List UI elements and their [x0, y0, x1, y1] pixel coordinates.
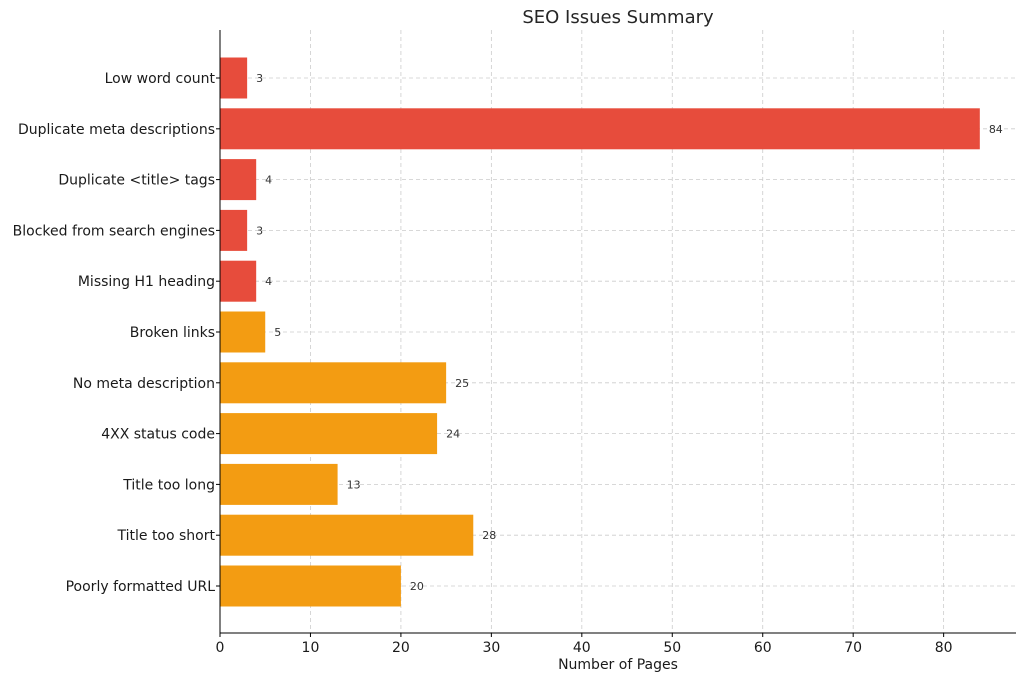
bars [220, 57, 980, 607]
bar [220, 565, 401, 607]
chart-title: SEO Issues Summary [522, 7, 714, 28]
bar [220, 463, 338, 505]
category-label: Blocked from search engines [13, 223, 215, 239]
category-label: No meta description [73, 376, 215, 392]
category-label: 4XX status code [101, 427, 215, 443]
bar [220, 57, 248, 99]
x-tick-label: 60 [754, 640, 772, 656]
x-tick-label: 30 [482, 640, 500, 656]
x-tick-label: 80 [935, 640, 953, 656]
data-labels: 3 84 4 3 4 5 25 24 13 28 20 [256, 72, 1003, 593]
category-label: Title too short [116, 528, 215, 544]
category-label: Poorly formatted URL [66, 579, 216, 595]
data-label: 24 [446, 428, 460, 441]
bar [220, 108, 980, 150]
data-label: 13 [347, 478, 361, 491]
data-label: 25 [455, 377, 469, 390]
category-label: Title too long [122, 477, 215, 493]
data-label: 20 [410, 580, 424, 593]
data-label: 84 [989, 123, 1003, 136]
data-label: 4 [265, 174, 272, 187]
data-label: 3 [256, 72, 263, 85]
x-axis-label: Number of Pages [558, 657, 678, 673]
category-labels: Low word count Duplicate meta description… [13, 71, 216, 595]
data-label: 5 [274, 326, 281, 339]
bar [220, 260, 257, 302]
category-label: Low word count [105, 71, 216, 87]
category-label: Duplicate <title> tags [58, 173, 215, 189]
x-tick-label: 10 [302, 640, 320, 656]
category-label: Duplicate meta descriptions [18, 122, 215, 138]
data-label: 4 [265, 275, 272, 288]
x-tick-label: 70 [844, 640, 862, 656]
data-label: 28 [482, 529, 496, 542]
x-tick-label: 20 [392, 640, 410, 656]
x-tick-label: 40 [573, 640, 591, 656]
bar [220, 311, 266, 353]
x-tick-label: 0 [216, 640, 225, 656]
x-axis: 0 10 20 30 40 50 60 70 80 [216, 77, 953, 656]
x-tick-label: 50 [663, 640, 681, 656]
bar [220, 514, 474, 556]
category-label: Broken links [130, 325, 215, 341]
bar [220, 362, 447, 404]
bar [220, 159, 257, 201]
bar [220, 209, 248, 251]
category-label: Missing H1 heading [78, 274, 215, 290]
data-label: 3 [256, 224, 263, 237]
bar [220, 413, 438, 455]
